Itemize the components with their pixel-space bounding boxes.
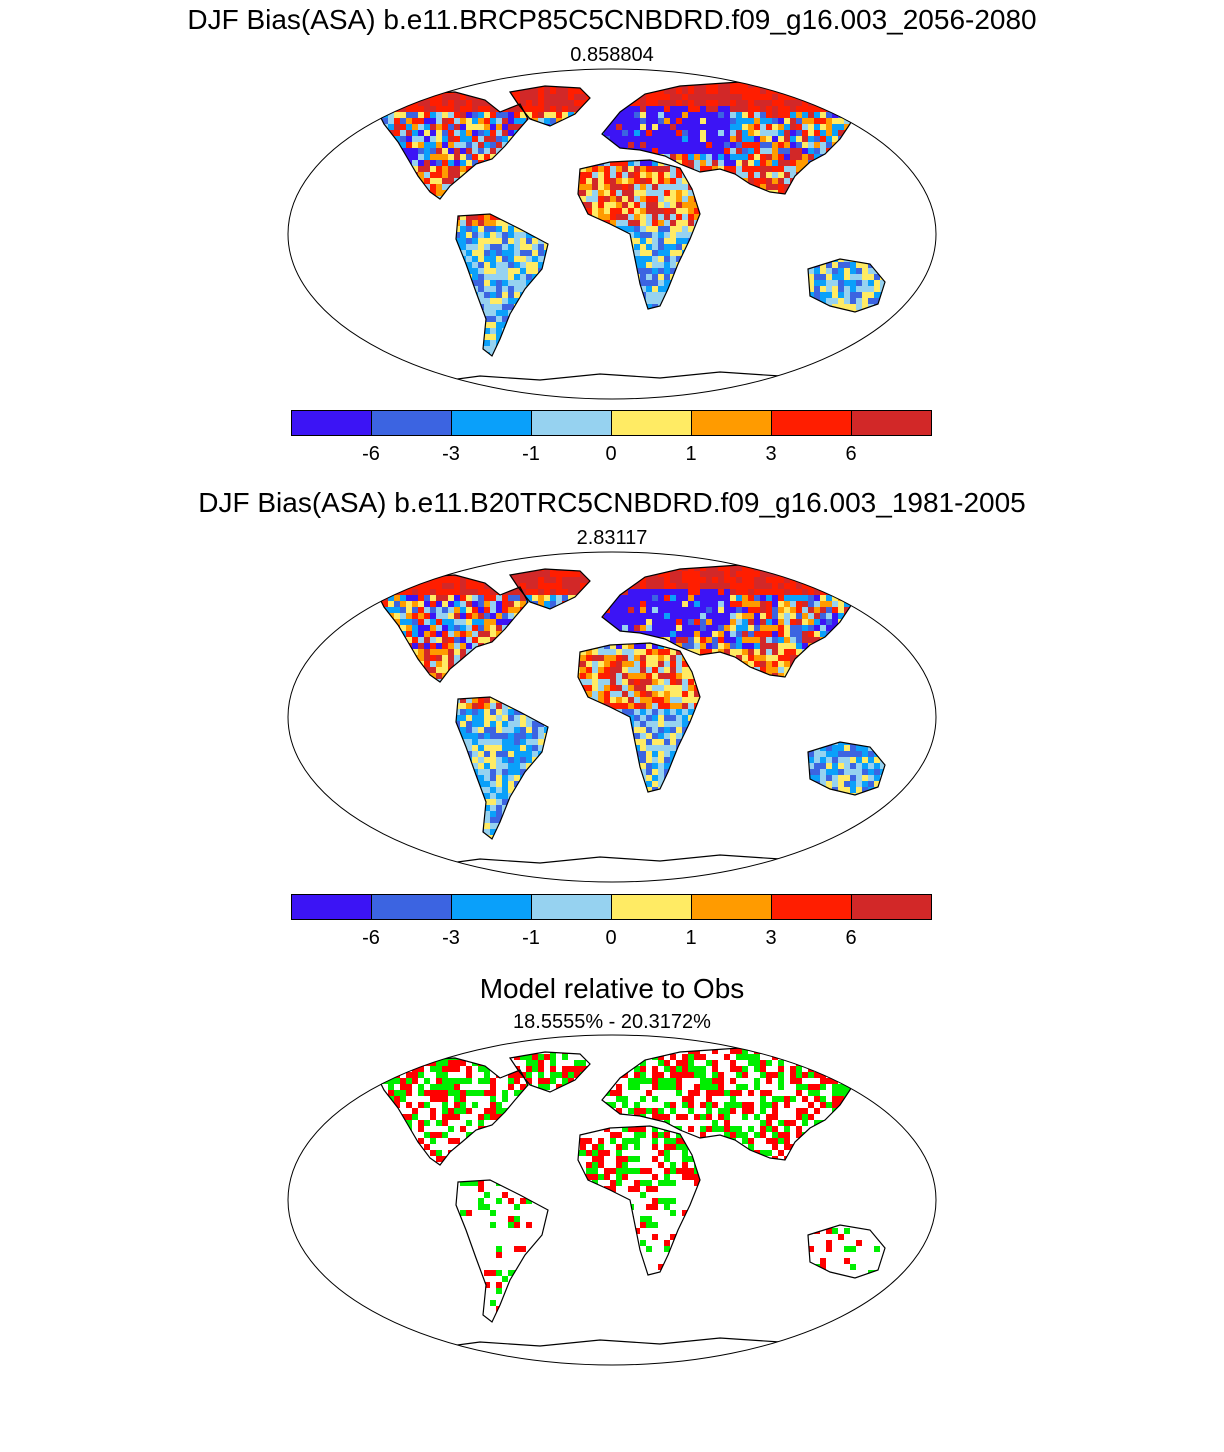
colorbar-swatch: [291, 894, 372, 920]
coastline-australia: [807, 741, 886, 796]
colorbar-swatch: [691, 894, 772, 920]
colorbar-2-label: -6: [362, 927, 380, 949]
colorbar-1: [291, 410, 932, 436]
colorbar-swatch: [851, 894, 932, 920]
coastline-eurasia: [601, 1047, 861, 1161]
coastline-eurasia: [601, 81, 861, 195]
coastline-antarctica: [418, 1337, 830, 1365]
bias-map-future: [287, 68, 937, 400]
map-border: [287, 551, 937, 883]
colorbar-1-label: -3: [442, 443, 460, 465]
coastline-antarctica: [418, 854, 830, 882]
colorbar-2-label: 6: [845, 927, 857, 949]
colorbar-1-label: 1: [685, 443, 697, 465]
coastline-africa: [577, 159, 701, 310]
colorbar-swatch: [771, 410, 852, 436]
colorbar-swatch: [771, 894, 852, 920]
map-border: [287, 68, 937, 400]
colorbar-swatch: [531, 410, 612, 436]
colorbar-1-label: -6: [362, 443, 380, 465]
colorbar-swatch: [611, 410, 692, 436]
panel2-title: DJF Bias(ASA) b.e11.B20TRC5CNBDRD.f09_g1…: [198, 487, 1026, 518]
colorbar-swatch: [691, 410, 772, 436]
colorbar-2: [291, 894, 932, 920]
coastline-northAmerica: [375, 91, 529, 200]
colorbar-1-label: 3: [765, 443, 777, 465]
coastline-africa: [577, 642, 701, 793]
map-border: [287, 1034, 937, 1366]
colorbar-swatch: [531, 894, 612, 920]
colorbar-2-label: -3: [442, 927, 460, 949]
coastline-southAmerica: [455, 1179, 549, 1323]
coastline-australia: [807, 1224, 886, 1279]
panel3-title: Model relative to Obs: [479, 973, 745, 1004]
coastline-greenland: [508, 85, 591, 127]
colorbar-swatch: [371, 894, 452, 920]
colorbar-1-label: 6: [845, 443, 857, 465]
coastline-antarctica: [418, 371, 830, 399]
bias-map-historical: [287, 551, 937, 883]
colorbar-swatch: [451, 410, 532, 436]
coastline-greenland: [508, 1051, 591, 1093]
colorbar-swatch: [371, 410, 452, 436]
coastline-northAmerica: [375, 1057, 529, 1166]
model-relative-to-obs-map: [287, 1034, 937, 1366]
colorbar-swatch: [611, 894, 692, 920]
colorbar-1-label: 0: [605, 443, 617, 465]
colorbar-swatch: [451, 894, 532, 920]
coastline-eurasia: [601, 564, 861, 678]
coastline-australia: [807, 258, 886, 313]
coastline-africa: [577, 1125, 701, 1276]
panel2-subtitle: 2.83117: [576, 527, 648, 549]
panel3-subtitle: 18.5555% - 20.3172%: [513, 1011, 711, 1033]
colorbar-2-label: 0: [605, 927, 617, 949]
colorbar-2-label: 1: [685, 927, 697, 949]
panel1-title: DJF Bias(ASA) b.e11.BRCP85C5CNBDRD.f09_g…: [187, 4, 1037, 35]
panel1-subtitle: 0.858804: [570, 44, 654, 66]
colorbar-swatch: [291, 410, 372, 436]
coastline-southAmerica: [455, 213, 549, 357]
colorbar-2-label: -1: [522, 927, 540, 949]
coastline-southAmerica: [455, 696, 549, 840]
colorbar-swatch: [851, 410, 932, 436]
colorbar-1-label: -1: [522, 443, 540, 465]
coastline-greenland: [508, 568, 591, 610]
coastline-northAmerica: [375, 574, 529, 683]
colorbar-2-label: 3: [765, 927, 777, 949]
